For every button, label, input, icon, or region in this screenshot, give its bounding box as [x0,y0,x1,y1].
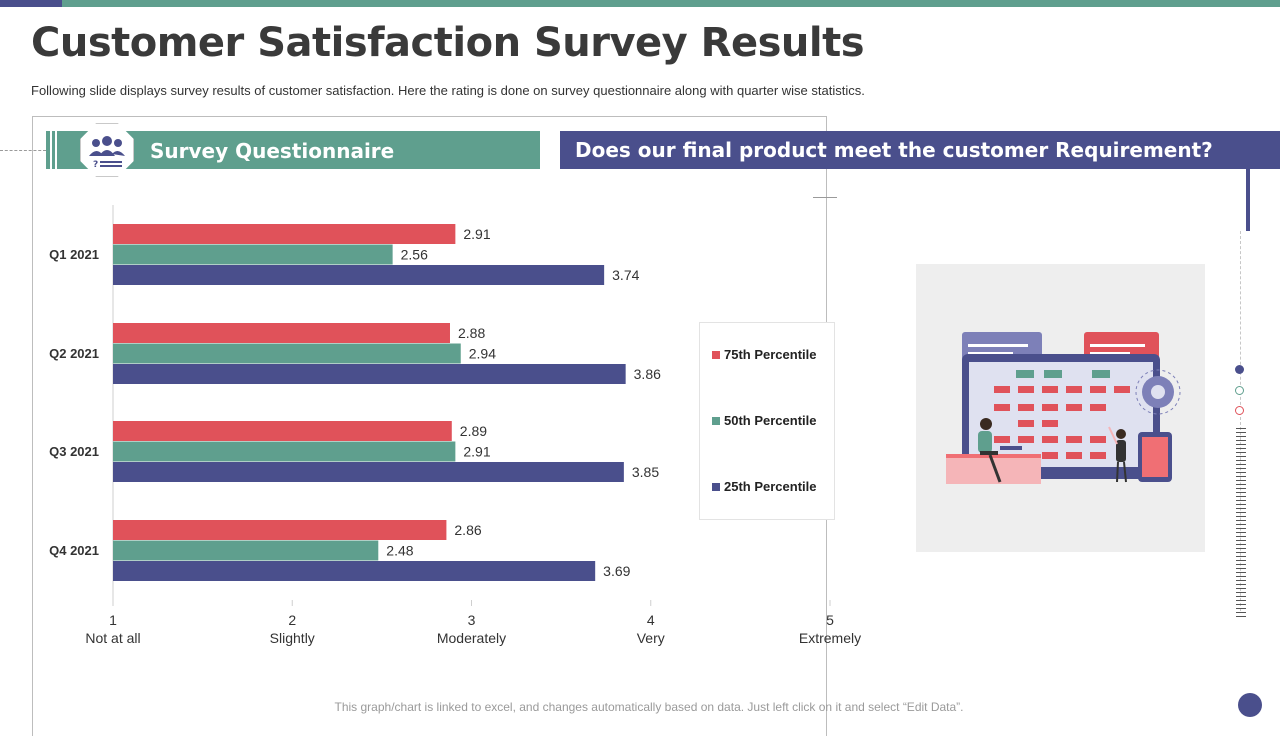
bar-75th-3 [113,421,452,441]
data-label: 2.48 [386,543,413,559]
x-tick-number: 2 [288,612,296,628]
side-dashed-line [1240,231,1241,611]
x-tick-label: Moderately [437,630,506,646]
svg-text:?: ? [93,160,98,170]
x-tick-label: Slightly [270,630,315,646]
bar-25th-3 [113,462,624,482]
x-tick-number: 5 [826,612,834,628]
nav-dot-teal[interactable] [1235,386,1244,395]
nav-dot-navy[interactable] [1235,365,1244,374]
banner-stripe [55,131,57,169]
bar-25th-2 [113,364,626,384]
survey-bar-chart: 2.91 2.56 3.74 Q1 2021 2.88 2.94 3.86 Q2 2021 2.… [49,205,861,646]
bar-50th-1 [113,244,393,265]
chart-legend [699,322,835,520]
page-subtitle: Following slide displays survey results … [31,83,865,98]
banner-stripe [50,131,52,169]
data-label: 3.86 [634,366,661,382]
data-label: 2.94 [469,346,496,362]
bar-75th-4 [113,520,447,540]
data-label: 2.89 [460,423,487,439]
data-label: 3.74 [612,267,639,283]
category-label: Q1 2021 [49,247,99,262]
legend-label: 75th Percentile [724,347,817,362]
bar-25th-1 [113,265,605,285]
legend-swatch [712,417,720,425]
bar-75th-1 [113,224,456,244]
footer-note: This graph/chart is linked to excel, and… [334,700,964,714]
data-label: 3.85 [632,464,659,480]
x-tick-number: 4 [647,612,655,628]
bar-75th-2 [113,323,450,343]
legend-label: 50th Percentile [724,413,817,428]
legend-label: 25th Percentile [724,479,817,494]
data-label: 2.56 [401,247,428,263]
corner-circle [1238,693,1262,717]
survey-questionnaire-label: Survey Questionnaire [150,139,395,163]
legend-swatch [712,483,720,491]
top-accent-bar [0,0,1280,7]
legend-swatch [712,351,720,359]
x-tick-label: Not at all [85,630,140,646]
data-label: 2.86 [454,522,481,538]
category-label: Q3 2021 [49,444,99,459]
frame-tick [813,197,837,198]
bar-50th-3 [113,441,456,462]
category-label: Q2 2021 [49,346,99,361]
question-text: Does our final product meet the customer… [575,138,1213,162]
x-tick-label: Extremely [799,630,861,646]
page-title: Customer Satisfaction Survey Results [31,20,865,66]
data-label: 2.88 [458,325,485,341]
data-label: 2.91 [463,226,490,242]
bar-25th-4 [113,561,596,581]
people-group-icon: ? [89,136,125,170]
question-banner-drop [1246,169,1250,231]
bar-50th-2 [113,343,461,364]
x-tick-number: 3 [468,612,476,628]
top-accent-bar-segment [0,0,62,7]
bar-50th-4 [113,540,379,561]
x-tick-number: 1 [109,612,117,628]
side-ruler [1236,428,1246,618]
data-label: 2.91 [463,444,490,460]
category-label: Q4 2021 [49,543,99,558]
data-label: 3.69 [603,563,630,579]
nav-dot-red[interactable] [1235,406,1244,415]
x-tick-label: Very [637,630,665,646]
team-dashboard-illustration [946,332,1181,484]
question-banner [560,131,1280,169]
dashed-connector [0,150,46,151]
